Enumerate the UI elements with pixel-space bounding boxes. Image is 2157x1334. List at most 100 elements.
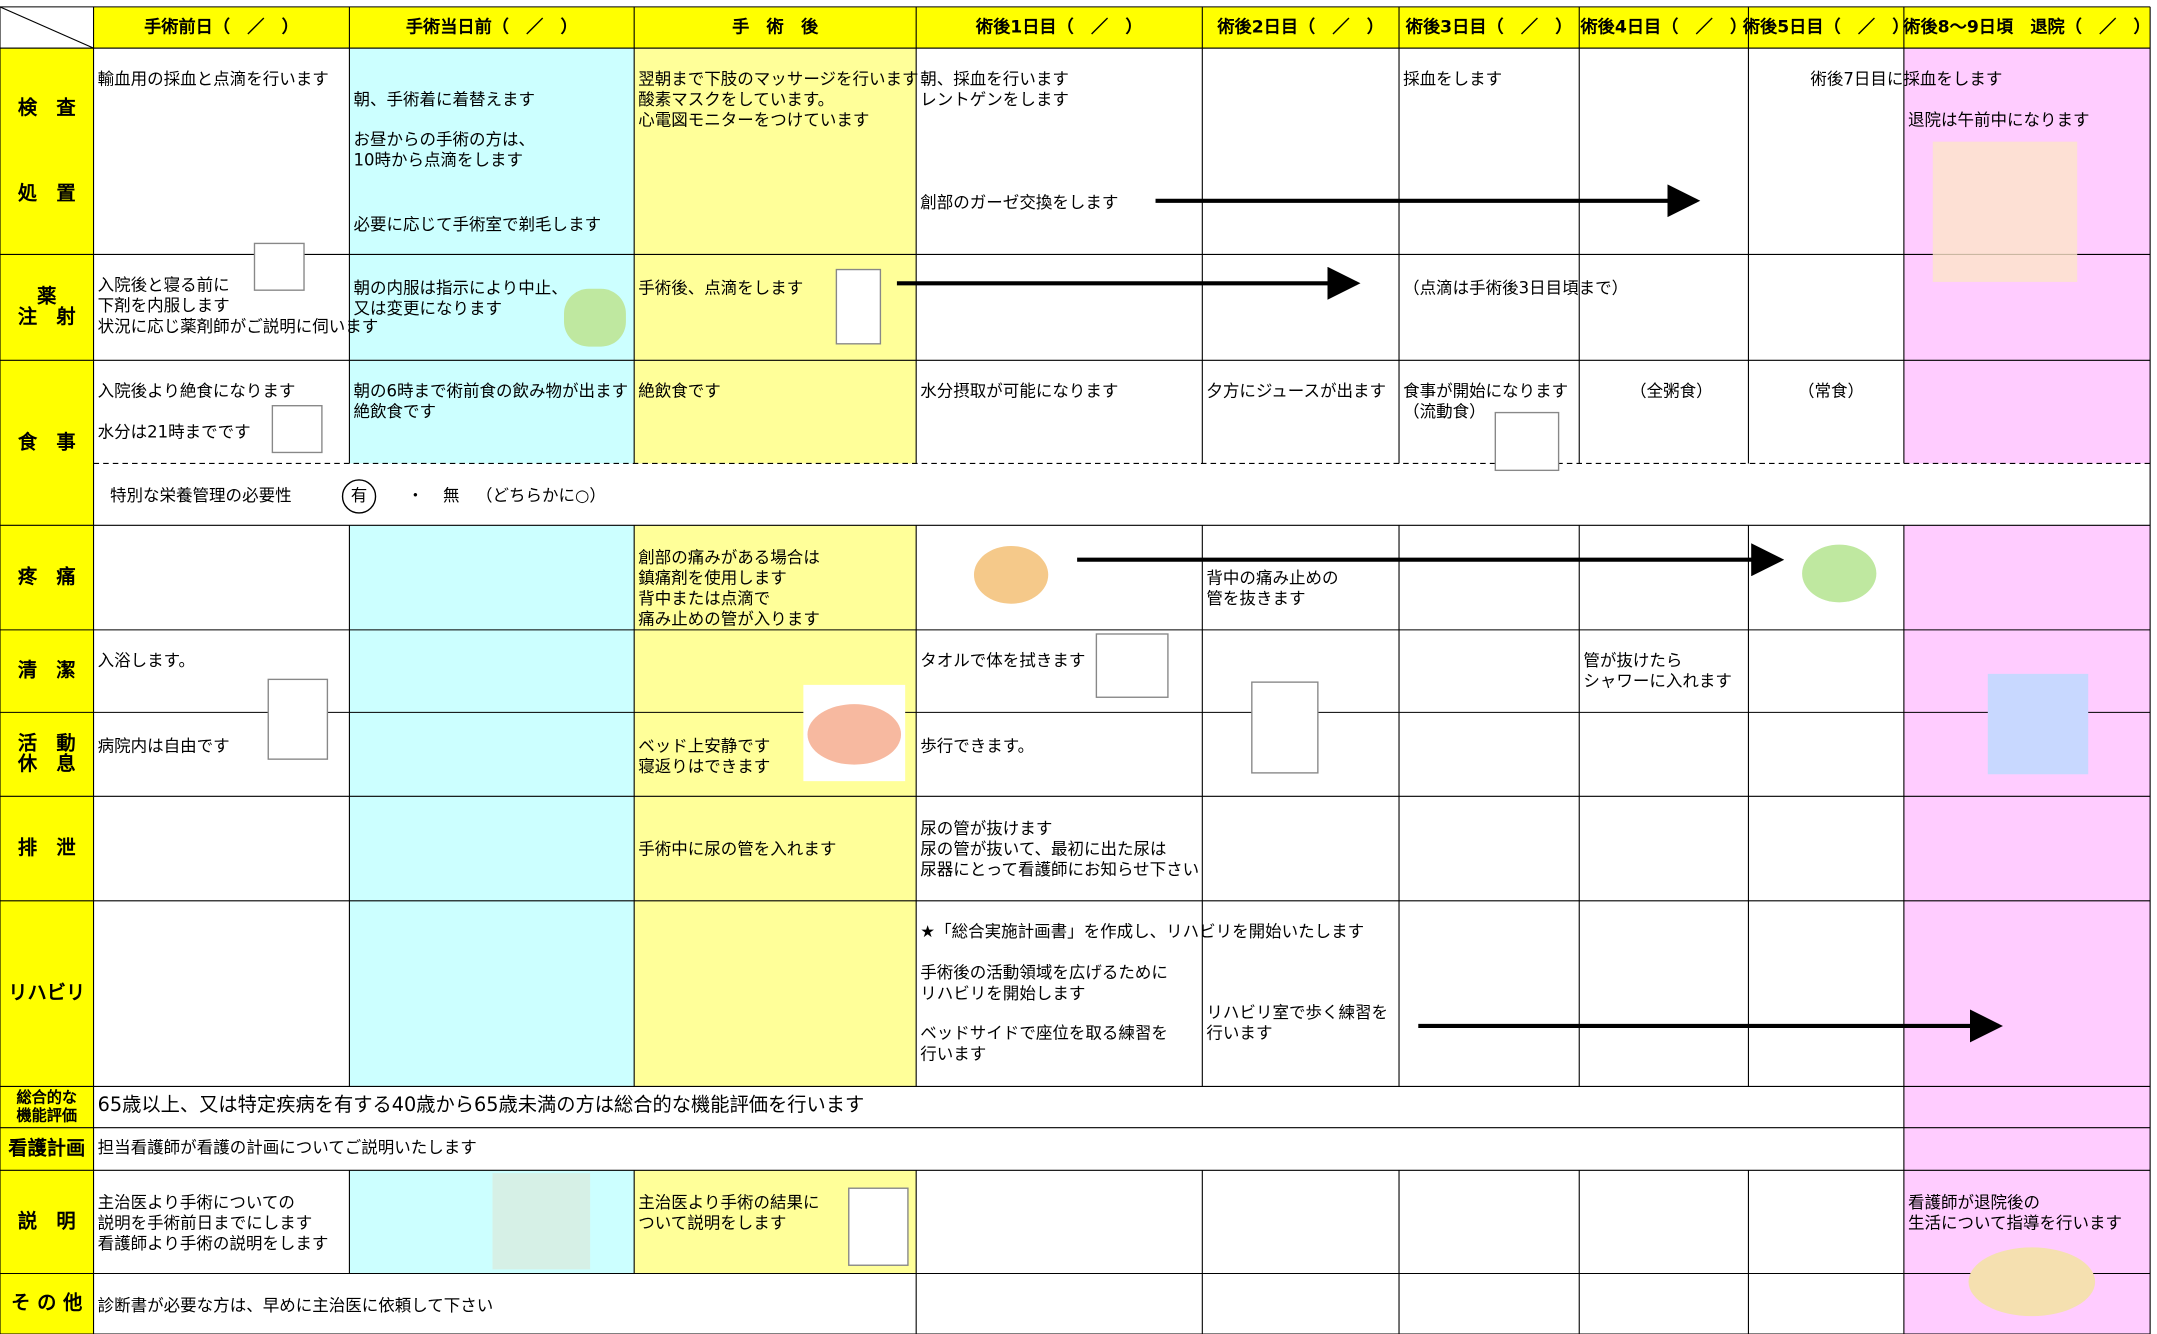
cell-text: 食事が開始になります <box>1403 381 1568 400</box>
cell-text: 尿の管が抜けます <box>920 819 1052 838</box>
cell-text: ついて説明をします <box>638 1213 786 1232</box>
cell-text: レントゲンをします <box>920 90 1069 109</box>
choice-circle <box>341 479 377 514</box>
cell-text: （全粥食） <box>1630 381 1713 400</box>
cell-text: 絶飲食です <box>354 402 437 421</box>
row-label: 清 潔 <box>18 659 76 682</box>
cell-text: 65歳以上、又は特定疾病を有する40歳から65歳未満の方は総合的な機能評価を行い… <box>98 1093 865 1116</box>
cell-text: （常食） <box>1798 381 1864 400</box>
cell-text: 退院は午前中になります <box>1908 111 2090 130</box>
row-label: 食 事 <box>18 430 76 453</box>
row-label: 活 動 <box>18 732 76 755</box>
cell-text: 看護師より手術の説明をします <box>98 1234 329 1253</box>
cell-text: 行います <box>1206 1024 1272 1043</box>
cell-text: 主治医より手術についての <box>98 1193 295 1212</box>
cell-bg <box>349 900 635 1087</box>
note-text: （どちらかに○） <box>476 486 606 505</box>
towel-icon <box>1095 633 1169 698</box>
cell-text: 尿の管が抜いて、最初に出た尿は <box>920 839 1166 858</box>
cell-text: 輸血用の採血と点滴を行います <box>98 69 329 88</box>
row-label: 総合的な <box>17 1089 77 1107</box>
cell-bg <box>349 629 635 713</box>
row-label: 休 息 <box>17 752 76 775</box>
no-drink-icon <box>271 405 323 454</box>
column-header: 術後3日目（ ／ ） <box>1405 17 1573 38</box>
cell-text: 術後7日目に採血をします <box>1810 69 2002 88</box>
cell-text: 状況に応じ薬剤師がご説明に伺います <box>98 317 379 336</box>
cell-text: 下剤を内服します <box>98 296 230 315</box>
cell-text: 翌朝まで下肢のマッサージを行います <box>638 69 918 88</box>
cell-text: 朝の内服は指示により中止、 <box>354 278 568 297</box>
column-header: 術後2日目（ ／ ） <box>1216 17 1384 38</box>
cell-bg <box>634 796 917 901</box>
cell-text: お昼からの手術の方は、 <box>354 130 536 149</box>
cell-bg <box>634 900 917 1087</box>
cell-bg <box>1903 1127 2151 1171</box>
cell-text: 入院後と寝る前に <box>98 275 230 295</box>
cell-text: 主治医より手術の結果に <box>638 1193 819 1212</box>
row-label: 検 査 <box>18 96 77 119</box>
cell-text: 背中または点滴で <box>638 589 770 608</box>
cell-text: （点滴は手術後3日目頃まで） <box>1403 278 1628 297</box>
row-label: 排 泄 <box>18 836 76 859</box>
doctor-icon <box>1932 141 2078 282</box>
cell-text: ★「総合実施計画書」を作成し、リハビリを開始いたします <box>920 922 1364 941</box>
cell-text: 水分摂取が可能になります <box>920 381 1118 400</box>
note-text: ・ <box>407 486 424 505</box>
cell-text: 行います <box>920 1044 986 1063</box>
note-text: 特別な栄養管理の必要性 <box>110 486 292 505</box>
meal-icon <box>1968 1247 2096 1317</box>
cell-text: 寝返りはできます <box>638 756 770 776</box>
cell-text: 又は変更になります <box>354 299 503 318</box>
cell-text: 入院後より絶食になります <box>98 381 296 400</box>
pill-icon <box>253 242 305 291</box>
cell-text: 病院内は自由です <box>98 736 230 755</box>
note-text: 有 <box>351 486 368 505</box>
row-label: 説 明 <box>18 1209 76 1232</box>
cell-bg <box>349 48 635 255</box>
label-column <box>0 48 94 1334</box>
cell-text: 手術中に尿の管を入れます <box>638 839 836 858</box>
cell-text: 採血をします <box>1403 69 1502 88</box>
cell-text: 背中の痛み止めの <box>1206 568 1338 587</box>
medicine-icon <box>564 288 626 347</box>
family-icon <box>492 1173 591 1270</box>
bed-icon <box>807 704 902 765</box>
cell-text: 朝、採血を行います <box>920 69 1069 88</box>
cell-text: シャワーに入れます <box>1583 672 1732 691</box>
cell-bg <box>1903 525 2151 630</box>
cell-text: 手術後の活動領域を広げるために <box>920 963 1168 982</box>
column-header: 手 術 後 <box>732 17 819 38</box>
cell-text: リハビリ室で歩く練習を <box>1206 1003 1388 1022</box>
row-label: そ の 他 <box>11 1291 82 1314</box>
cell-text: 絶飲食です <box>638 381 721 400</box>
cell-bg <box>1903 360 2151 464</box>
cell-bg <box>634 360 917 464</box>
iv-icon <box>835 268 882 345</box>
cell-text: 管が抜けたら <box>1583 651 1682 670</box>
cell-bg <box>349 712 635 797</box>
cell-bg <box>349 796 635 901</box>
cell-text: 歩行できます。 <box>920 736 1034 755</box>
cell-text: 夕方にジュースが出ます <box>1206 381 1386 400</box>
cell-text: 10時から点滴をします <box>354 150 524 169</box>
cell-bg <box>634 525 917 630</box>
corner-diagonal <box>0 6 94 49</box>
cell-bg <box>1903 1086 2151 1128</box>
note-text: 無 <box>443 486 460 505</box>
cell-bg <box>634 48 917 255</box>
cell-text: 生活について指導を行います <box>1908 1213 2122 1232</box>
row-label: 処 置 <box>18 181 76 204</box>
column-header: 術後8～9日頃 退院（ ／ ） <box>1902 17 2150 38</box>
row-label: 注 射 <box>18 305 76 328</box>
cell-text: リハビリを開始します <box>920 984 1085 1003</box>
cell-bg <box>349 525 635 630</box>
doctor-icon <box>848 1187 909 1266</box>
cell-text: 担当看護師が看護の計画についてご説明いたします <box>98 1138 477 1157</box>
cell-text: 必要に応じて手術室で剃毛します <box>354 215 602 234</box>
cell-text: 朝、手術着に着替えます <box>354 90 536 109</box>
bowl-icon <box>1494 411 1560 472</box>
cell-text: 朝の6時まで術前食の飲み物が出ます <box>354 381 629 400</box>
cell-text: 手術後、点滴をします <box>638 278 803 297</box>
